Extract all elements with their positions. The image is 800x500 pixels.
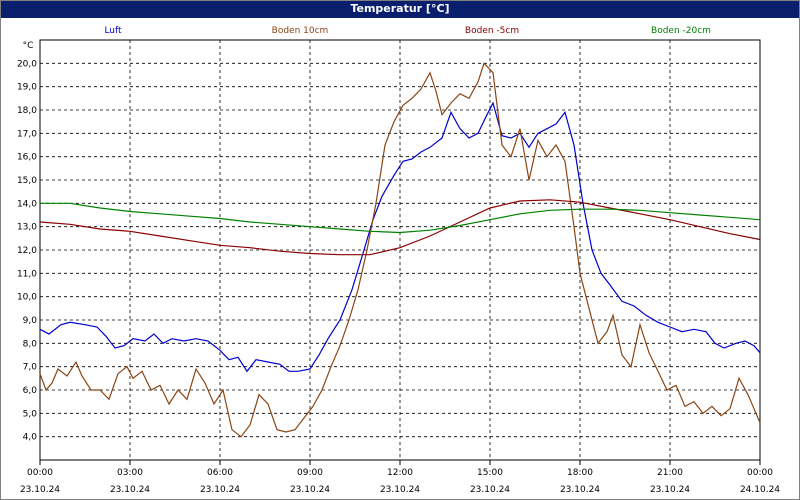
y-tick-label: 11,0: [17, 269, 37, 279]
y-tick-label: 18,0: [17, 106, 37, 116]
x-tick-time: 18:00: [567, 468, 593, 478]
y-tick-label: 13,0: [17, 223, 37, 233]
series-line: [39, 62, 761, 438]
x-tick-date: 23.10.24: [380, 485, 420, 495]
legend-label: Boden -5cm: [465, 26, 519, 36]
y-tick-label: 16,0: [17, 153, 37, 163]
y-tick-label: 4,0: [23, 433, 38, 443]
y-tick-label: 20,0: [17, 59, 37, 69]
y-tick-label: 14,0: [17, 199, 37, 209]
y-tick-label: 17,0: [17, 129, 37, 139]
legend-label: Boden -20cm: [651, 26, 711, 36]
x-tick-time: 12:00: [387, 468, 413, 478]
x-tick-date: 23.10.24: [200, 485, 240, 495]
y-tick-label: 15,0: [17, 176, 37, 186]
x-tick-time: 00:00: [27, 468, 53, 478]
x-tick-date: 23.10.24: [110, 485, 150, 495]
x-tick-time: 06:00: [207, 468, 233, 478]
x-tick-time: 09:00: [297, 468, 323, 478]
y-tick-label: 6,0: [23, 386, 38, 396]
y-tick-label: 9,0: [23, 316, 38, 326]
legend-label: Boden 10cm: [272, 26, 329, 36]
x-tick-date: 23.10.24: [290, 485, 330, 495]
x-tick-date: 23.10.24: [560, 485, 600, 495]
y-tick-label: 19,0: [17, 83, 37, 93]
x-tick-date: 24.10.24: [740, 485, 780, 495]
y-tick-label: 8,0: [23, 339, 38, 349]
legend-label: Luft: [104, 26, 122, 36]
series-line: [39, 199, 761, 256]
x-tick-date: 23.10.24: [20, 485, 60, 495]
x-tick-date: 23.10.24: [650, 485, 690, 495]
y-tick-label: 7,0: [23, 363, 38, 373]
x-tick-time: 03:00: [117, 468, 143, 478]
chart-title: Temperatur [°C]: [0, 0, 800, 18]
y-axis-unit: °C: [23, 41, 34, 51]
y-tick-label: 10,0: [17, 293, 37, 303]
y-tick-label: 12,0: [17, 246, 37, 256]
x-tick-time: 00:00: [747, 468, 773, 478]
x-tick-date: 23.10.24: [470, 485, 510, 495]
y-tick-label: 5,0: [23, 409, 38, 419]
x-tick-time: 21:00: [657, 468, 683, 478]
series-line: [39, 101, 761, 373]
series-line: [40, 202, 761, 234]
x-tick-time: 15:00: [477, 468, 503, 478]
